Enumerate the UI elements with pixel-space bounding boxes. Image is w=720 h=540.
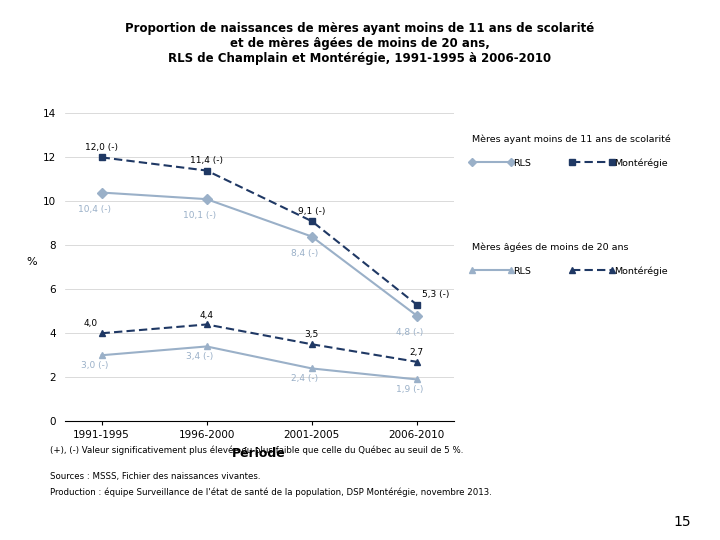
Text: 3,4 (-): 3,4 (-) (186, 352, 213, 361)
Text: 4,8 (-): 4,8 (-) (396, 328, 423, 337)
Text: 10,4 (-): 10,4 (-) (78, 205, 111, 214)
Text: 2,4 (-): 2,4 (-) (291, 374, 318, 383)
Text: 3,5: 3,5 (305, 330, 319, 340)
Text: Sources : MSSS, Fichier des naissances vivantes.: Sources : MSSS, Fichier des naissances v… (50, 472, 261, 482)
Text: (+), (-) Valeur significativement plus élevée ou plus faible que celle du Québec: (+), (-) Valeur significativement plus é… (50, 446, 464, 455)
Text: 5,3 (-): 5,3 (-) (422, 290, 449, 299)
Text: Proportion de naissances de mères ayant moins de 11 ans de scolarité
et de mères: Proportion de naissances de mères ayant … (125, 22, 595, 65)
Text: Montérégie: Montérégie (614, 159, 667, 168)
Text: 12,0 (-): 12,0 (-) (85, 143, 118, 152)
Text: 8,4 (-): 8,4 (-) (291, 248, 318, 258)
Text: RLS: RLS (513, 267, 531, 276)
Text: 2,7: 2,7 (410, 348, 424, 357)
Text: 11,4 (-): 11,4 (-) (190, 156, 223, 165)
Text: 3,0 (-): 3,0 (-) (81, 361, 108, 370)
Text: 4,0: 4,0 (84, 320, 98, 328)
Text: Mères ayant moins de 11 ans de scolarité: Mères ayant moins de 11 ans de scolarité (472, 135, 670, 145)
X-axis label: Période: Période (233, 447, 286, 460)
Text: 15: 15 (674, 515, 691, 529)
Text: 4,4: 4,4 (199, 310, 214, 320)
Text: Production : équipe Surveillance de l'état de santé de la population, DSP Montér: Production : équipe Surveillance de l'ét… (50, 487, 492, 497)
Text: 10,1 (-): 10,1 (-) (183, 211, 216, 220)
Text: RLS: RLS (513, 159, 531, 168)
Text: Mères âgées de moins de 20 ans: Mères âgées de moins de 20 ans (472, 243, 628, 253)
Text: 9,1 (-): 9,1 (-) (298, 207, 325, 215)
Text: 1,9 (-): 1,9 (-) (396, 385, 423, 394)
Y-axis label: %: % (26, 257, 37, 267)
Text: Montérégie: Montérégie (614, 267, 667, 276)
